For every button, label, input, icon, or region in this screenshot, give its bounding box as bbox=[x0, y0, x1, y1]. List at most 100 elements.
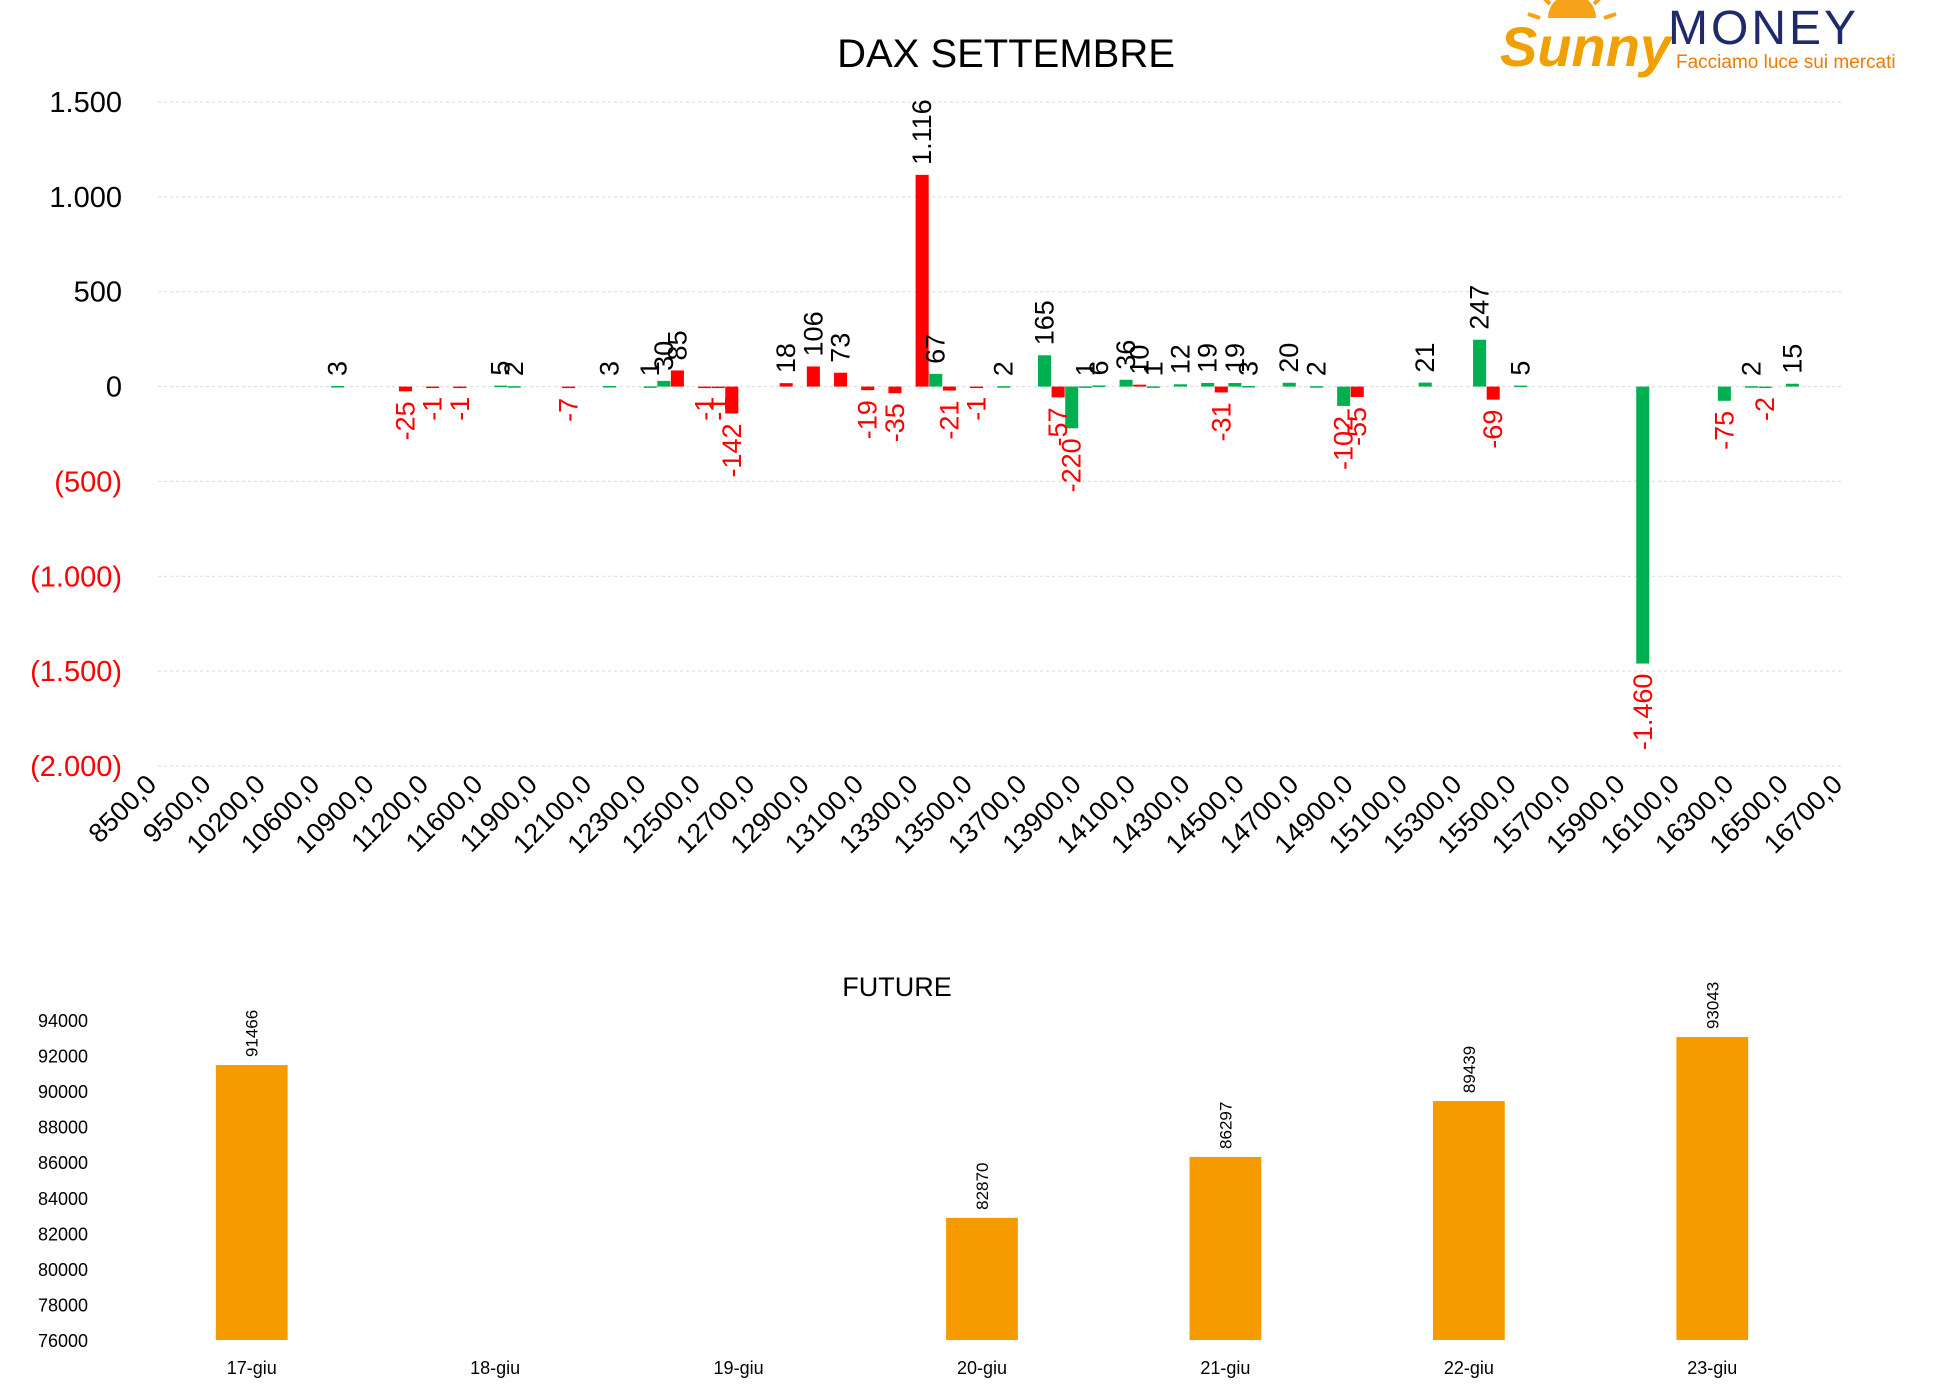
data-label: 67 bbox=[921, 334, 951, 364]
bar bbox=[1065, 386, 1079, 429]
future-x-tick-label: 23-giu bbox=[1687, 1358, 1737, 1378]
data-label: 12 bbox=[1165, 344, 1195, 374]
data-label: 2 bbox=[1301, 361, 1331, 376]
sunny-money-logo: Sunny MONEY Facciamo luce sui mercati bbox=[1500, 0, 1896, 78]
bar bbox=[997, 386, 1011, 388]
bar bbox=[1146, 386, 1160, 388]
dax-settembre-chart: DAX SETTEMBRE 1.500 1.000 500 0 (500) (1.000)… bbox=[30, 32, 1849, 859]
bar bbox=[1037, 355, 1052, 387]
y-tick-label: 0 bbox=[106, 372, 122, 404]
future-bar bbox=[946, 1217, 1018, 1340]
future-y-axis-ticks: 94000 92000 90000 88000 86000 84000 82000 80000… bbox=[38, 1011, 88, 1351]
bar bbox=[1228, 382, 1242, 387]
y-axis-ticks: 1.500 1.000 500 0 (500) (1.000) (1.500) (2.000) bbox=[30, 87, 122, 783]
bars bbox=[330, 174, 1799, 664]
data-label: -7 bbox=[554, 398, 584, 422]
future-chart: FUTURE 94000 92000 90000 88000 86000 84000 820… bbox=[38, 972, 1749, 1378]
future-y-tick-label: 92000 bbox=[38, 1047, 88, 1067]
bar bbox=[1309, 386, 1323, 388]
bar bbox=[1173, 384, 1188, 387]
future-y-tick-label: 86000 bbox=[38, 1153, 88, 1173]
bar bbox=[1078, 386, 1092, 388]
bar bbox=[1785, 383, 1799, 387]
future-data-labels: 91466 82870 86297 89439 93043 bbox=[243, 982, 1723, 1210]
future-x-tick-label: 21-giu bbox=[1200, 1358, 1250, 1378]
data-label: -1 bbox=[703, 397, 733, 421]
future-data-label: 86297 bbox=[1216, 1102, 1235, 1149]
data-label: -25 bbox=[390, 401, 420, 440]
data-label: -69 bbox=[1478, 410, 1508, 449]
data-label: 165 bbox=[1030, 300, 1060, 345]
bar bbox=[1758, 386, 1772, 389]
logo-word-text: MONEY bbox=[1668, 2, 1859, 55]
data-label: 20 bbox=[1274, 343, 1304, 373]
data-label: -31 bbox=[1206, 402, 1236, 441]
bar bbox=[915, 174, 929, 387]
bar bbox=[725, 386, 739, 414]
data-label: -55 bbox=[1342, 407, 1372, 446]
data-label: 1.116 bbox=[907, 99, 937, 165]
data-label: -21 bbox=[934, 401, 964, 440]
logo-tagline: Facciamo luce sui mercati bbox=[1676, 52, 1896, 73]
data-label: 21 bbox=[1410, 343, 1440, 373]
future-y-tick-label: 84000 bbox=[38, 1189, 88, 1209]
data-label: -142 bbox=[717, 424, 747, 478]
bar bbox=[1513, 385, 1527, 388]
future-y-tick-label: 94000 bbox=[38, 1011, 88, 1031]
bar bbox=[1133, 384, 1147, 387]
future-bar bbox=[1676, 1037, 1749, 1340]
data-label: -75 bbox=[1709, 411, 1739, 450]
data-label: 18 bbox=[771, 343, 801, 373]
future-y-tick-label: 78000 bbox=[38, 1295, 88, 1315]
y-tick-label: 1.500 bbox=[49, 87, 122, 119]
bar bbox=[398, 386, 412, 392]
bar bbox=[1201, 382, 1215, 387]
data-label: 1 bbox=[635, 361, 665, 376]
x-axis-ticks: 8500,09500,010200,010600,010900,011200,0… bbox=[83, 769, 1849, 859]
bar bbox=[426, 386, 440, 389]
data-label: -57 bbox=[1043, 407, 1073, 446]
data-label: 30 bbox=[649, 341, 679, 371]
future-x-tick-label: 19-giu bbox=[714, 1358, 764, 1378]
data-label: 2 bbox=[989, 361, 1019, 376]
data-label: 19 bbox=[1193, 343, 1223, 373]
bar bbox=[1119, 379, 1133, 387]
bar bbox=[834, 372, 848, 387]
data-label: -1 bbox=[445, 397, 475, 421]
bar bbox=[1051, 386, 1065, 398]
data-label: 5 bbox=[486, 361, 516, 376]
future-x-tick-label: 18-giu bbox=[470, 1358, 520, 1378]
bar bbox=[1486, 386, 1500, 400]
data-label: 1 bbox=[1138, 361, 1168, 376]
bar bbox=[1092, 385, 1106, 387]
future-data-label: 89439 bbox=[1460, 1046, 1479, 1093]
future-data-label: 93043 bbox=[1703, 982, 1722, 1029]
bar bbox=[942, 386, 956, 391]
y-tick-label: (500) bbox=[54, 466, 122, 498]
data-label: 247 bbox=[1465, 285, 1495, 330]
bar bbox=[643, 386, 657, 388]
bar bbox=[1636, 386, 1650, 664]
y-tick-label: (1.000) bbox=[30, 561, 122, 593]
future-y-tick-label: 76000 bbox=[38, 1331, 88, 1351]
bar bbox=[1214, 386, 1228, 393]
bar bbox=[657, 380, 671, 387]
data-label: -2 bbox=[1750, 397, 1780, 421]
data-label: 73 bbox=[826, 333, 856, 363]
bar bbox=[929, 373, 943, 387]
data-label: 1 bbox=[1070, 361, 1100, 376]
bar bbox=[507, 386, 521, 388]
future-y-tick-label: 88000 bbox=[38, 1118, 88, 1138]
future-y-tick-label: 82000 bbox=[38, 1224, 88, 1244]
future-bar bbox=[215, 1065, 288, 1340]
bar bbox=[1350, 386, 1364, 398]
bar bbox=[1241, 386, 1255, 388]
data-label: 2 bbox=[1737, 361, 1767, 376]
bar bbox=[698, 386, 712, 389]
sun-icon bbox=[1527, 0, 1617, 20]
future-x-tick-label: 22-giu bbox=[1444, 1358, 1494, 1378]
future-bar bbox=[1189, 1156, 1262, 1340]
data-label: -1 bbox=[418, 397, 448, 421]
bar bbox=[330, 386, 345, 388]
y-tick-label: 1.000 bbox=[49, 182, 122, 214]
